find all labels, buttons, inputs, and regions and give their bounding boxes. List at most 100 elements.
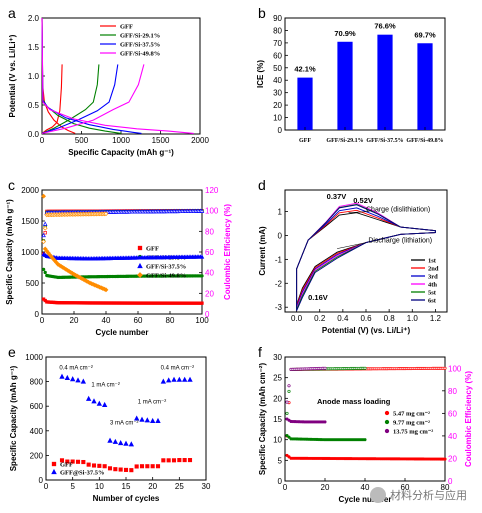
panel-a-xlabel: Specific Capacity (mAh g⁻¹) <box>68 148 174 157</box>
panel-d-discharge-label: Discharge (lithiation) <box>368 238 432 245</box>
panel-e-point <box>118 467 123 472</box>
panel-e-xlabel: Number of cycles <box>93 494 160 503</box>
panel-c-capacity-point <box>41 193 46 199</box>
panel-f-xtick-label: 0 <box>283 483 288 492</box>
panel-b-ytick-label: 10 <box>273 114 282 123</box>
watermark-text: 材料分析与应用 <box>390 488 467 502</box>
panel-e-point <box>150 464 155 469</box>
panel-c-xtick-label: 0 <box>40 316 45 325</box>
panel-c-ce-point <box>43 231 47 235</box>
panel-c-legend-marker <box>137 272 143 278</box>
panel-e-point <box>128 441 135 447</box>
panel-d-xtick-label: 1.0 <box>407 314 419 323</box>
panel-d-xtick-label: 0.4 <box>337 314 349 323</box>
panel-c-letter: c <box>8 177 15 193</box>
panel-a-xtick-label: 1000 <box>112 136 130 145</box>
panel-e-point <box>139 416 145 422</box>
panel-f-ytick-right-label: 80 <box>448 387 457 396</box>
panel-e-rate-label: 0.4 mA cm⁻² <box>59 365 93 371</box>
panel-c-xtick-label: 100 <box>195 316 209 325</box>
panel-e-rate-label: 1 mA cm⁻² <box>138 400 167 406</box>
panel-c-ytick-right-label: 120 <box>205 186 219 195</box>
panel-b-bar <box>337 41 353 130</box>
panel-c-capacity-point <box>103 287 109 293</box>
panel-e-point <box>129 468 134 473</box>
panel-b-category-label: GFF/Si-37.5% <box>366 138 403 144</box>
panel-a-series-2-charge-line <box>41 64 119 134</box>
panel-d-xtick-label: 0.6 <box>360 314 372 323</box>
panel-d-cv-curve <box>296 212 436 305</box>
panel-e-ytick-label: 600 <box>30 402 44 411</box>
panel-e-point <box>123 440 129 446</box>
panel-c-capacity-point <box>200 301 204 305</box>
panel-e-ytick-label: 1000 <box>25 353 43 362</box>
watermark: 材料分析与应用 <box>370 487 467 503</box>
panel-c-ce-point <box>41 239 46 245</box>
panel-e-legend-marker <box>51 468 57 475</box>
panel-b-ytick-label: 60 <box>273 51 282 60</box>
panel-e-point <box>144 417 151 423</box>
panel-c-ylabel-right: Coulombic Efficiency (%) <box>223 204 232 300</box>
panel-f-ce-point <box>443 366 447 370</box>
panel-e-point <box>112 438 119 444</box>
panel-e-point <box>107 466 113 471</box>
panel-a-ytick-label: 0.5 <box>28 101 40 110</box>
panel-d-ytick-label: -2 <box>275 279 283 288</box>
panel-e-xtick-label: 20 <box>148 482 157 491</box>
panel-e-point <box>75 377 81 383</box>
panel-b-ytick-label: 20 <box>273 101 282 110</box>
panel-d-xlabel: Potential (V) (vs. Li/Li⁺) <box>322 326 411 335</box>
panel-c-legend-marker <box>137 262 143 269</box>
panel-b-ytick-label: 70 <box>273 39 282 48</box>
panel-e-point <box>155 417 161 424</box>
panel-f-capacity-point <box>287 455 291 459</box>
panel-e-xtick-label: 15 <box>122 482 131 491</box>
panel-d-legend-label: 1st <box>428 258 437 265</box>
panel-c-ylabel: Specific Capacity (mAh g⁻¹) <box>5 199 14 305</box>
panel-f-legend-marker <box>384 410 390 416</box>
panel-b-category-label: GFF/Si-49.8% <box>406 138 443 144</box>
panel-e-point <box>139 464 145 469</box>
panel-b-category-label: GFF <box>299 138 311 144</box>
panel-d-ytick-label: -1 <box>275 255 283 264</box>
panel-e-point <box>102 464 107 469</box>
panel-e-point <box>86 462 91 467</box>
panel-b-bar <box>297 77 313 130</box>
panel-c-ytick-label: 1500 <box>21 217 39 226</box>
panel-c-ytick-right-label: 0 <box>205 310 210 319</box>
panel-f-capacity-point <box>285 433 289 438</box>
panel-e-ylabel: Specific Capacity (mAh g⁻¹) <box>9 365 18 471</box>
panel-e-point <box>187 458 193 463</box>
panel-e-point <box>171 376 177 382</box>
panel-e-point <box>107 437 113 443</box>
panel-f-ytick-right-label: 0 <box>448 477 453 486</box>
panel-f-ytick-label: 20 <box>273 394 282 403</box>
panel-a-xtick-label: 2000 <box>191 136 209 145</box>
panel-f-capacity-point <box>323 420 327 424</box>
panel-b-ytick-label: 50 <box>273 64 282 73</box>
panel-f-xtick-label: 60 <box>401 483 410 492</box>
panel-f-legend-title: Anode mass loading <box>317 397 391 406</box>
panel-e-point <box>97 463 102 468</box>
panel-c-ytick-right-label: 20 <box>205 289 214 298</box>
watermark-logo-icon <box>370 487 386 503</box>
panel-e-point <box>171 458 177 463</box>
panel-a-series-3-discharge-line <box>41 17 194 134</box>
panel-e-point <box>81 459 86 465</box>
panel-e-point <box>160 378 167 384</box>
panel-f-ytick-right-label: 40 <box>448 432 457 441</box>
panel-a-ytick-label: 0.0 <box>28 130 40 139</box>
panel-d-peak-label-052: 0.52V <box>353 196 373 205</box>
panel-b-letter: b <box>258 5 266 21</box>
panel-d-cv-curve <box>296 204 436 311</box>
panel-d-ylabel: Current (mA) <box>258 226 267 276</box>
panel-e-point <box>176 376 183 382</box>
panel-f-xlabel: Cycle number <box>339 495 392 504</box>
panel-b-bar <box>417 43 433 130</box>
panel-f-ytick-label: 30 <box>273 353 282 362</box>
panel-d-xtick-label: 1.2 <box>430 314 442 323</box>
panel-d-ytick-label: 0 <box>278 231 283 240</box>
panel-a-series-1-charge-line <box>41 64 100 134</box>
panel-c-xtick-label: 80 <box>166 316 175 325</box>
panel-e-point <box>75 459 81 464</box>
